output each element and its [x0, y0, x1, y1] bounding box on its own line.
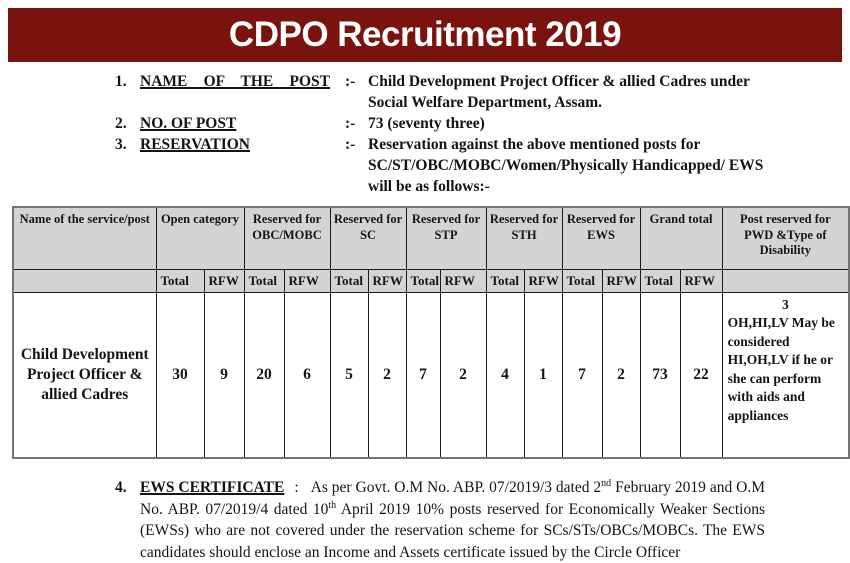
ordinal-superscript: th — [328, 499, 337, 511]
value-line: SC/ST/OBC/MOBC/Women/Physically Handicap… — [368, 157, 764, 174]
cell-open-total: 30 — [155, 291, 205, 459]
subheader-open-total: Total — [155, 268, 205, 293]
item-label: NAME OF THE POST — [140, 73, 330, 90]
subheader-empty — [12, 268, 157, 293]
subheader-obc-rfw: RFW — [283, 268, 331, 293]
cell-pwd-reservation: 3 OH,HI,LV May be considered HI,OH,LV if… — [721, 291, 850, 459]
table-row: Child Development Project Officer & alli… — [12, 291, 850, 459]
cell-ews-rfw: 2 — [601, 291, 641, 459]
cell-open-rfw: 9 — [203, 291, 245, 459]
col-header-obc-mobc: Reserved for OBC/MOBC — [243, 206, 331, 270]
col-header-grand-total: Grand total — [639, 206, 723, 270]
ews-text: As per Govt. O.M No. ABP. 07/2019/3 date… — [310, 479, 602, 496]
value-line: Child Development Project Officer & alli… — [368, 73, 707, 90]
item-value: 73 (seventy three) — [368, 115, 485, 132]
subheader-ews-rfw: RFW — [601, 268, 641, 293]
value-line: Reservation against the above mentioned … — [368, 136, 701, 153]
item-label-wrap: RESERVATION — [140, 134, 345, 197]
pwd-count: 3 — [781, 296, 789, 312]
item-separator: :- — [345, 115, 356, 132]
item-label: EWS CERTIFICATE — [140, 479, 285, 496]
cell-post-name: Child Development Project Officer & alli… — [12, 291, 157, 459]
list-item-reservation: 3. RESERVATION :- Reservation against th… — [115, 134, 765, 197]
item-value: Reservation against the above mentioned … — [368, 134, 765, 197]
subheader-grand-total: Total — [639, 268, 681, 293]
item-label-wrap: NO. OF POST — [140, 113, 345, 134]
ordinal-superscript: nd — [601, 477, 612, 489]
subheader-stp-rfw: RFW — [439, 268, 487, 293]
item-separator: :- — [345, 73, 356, 90]
ews-paragraph: EWS CERTIFICATE: As per Govt. O.M No. ABP… — [140, 477, 765, 563]
cell-grand-rfw: 22 — [679, 291, 723, 459]
item-number: 1. — [115, 73, 127, 90]
col-header-stp: Reserved for STP — [405, 206, 487, 270]
cell-sth-total: 4 — [485, 291, 525, 459]
subheader-open-rfw: RFW — [203, 268, 245, 293]
value-line: will be as follows:- — [368, 178, 490, 195]
page-title: CDPO Recruitment 2019 — [228, 15, 622, 54]
cell-obc-total: 20 — [243, 291, 285, 459]
col-header-name: Name of the service/post — [12, 206, 157, 270]
subheader-obc-total: Total — [243, 268, 285, 293]
cell-obc-rfw: 6 — [283, 291, 331, 459]
item-separator: : — [294, 479, 299, 496]
item-number: 3. — [115, 136, 127, 153]
cell-sc-rfw: 2 — [367, 291, 407, 459]
cell-stp-rfw: 2 — [439, 291, 487, 459]
col-header-pwd: Post reserved for PWD &Type of Disabilit… — [721, 206, 850, 270]
header-banner: CDPO Recruitment 2019 — [8, 8, 842, 62]
cell-stp-total: 7 — [405, 291, 441, 459]
subheader-sth-rfw: RFW — [523, 268, 563, 293]
subheader-grand-rfw: RFW — [679, 268, 723, 293]
reservation-table: Name of the service/post Open category R… — [12, 206, 850, 459]
table-header-row: Name of the service/post Open category R… — [12, 206, 850, 270]
item-separator: :- — [345, 136, 356, 153]
list-item-no-of-post: 2. NO. OF POST :- 73 (seventy three) — [115, 113, 765, 134]
item-label-wrap: NAME OF THE POST — [140, 71, 345, 113]
col-header-sc: Reserved for SC — [329, 206, 407, 270]
list-item-ews-certificate: 4. EWS CERTIFICATE: As per Govt. O.M No. … — [115, 477, 765, 563]
subheader-sth-total: Total — [485, 268, 525, 293]
subheader-sc-rfw: RFW — [367, 268, 407, 293]
cell-sc-total: 5 — [329, 291, 369, 459]
subheader-empty — [721, 268, 850, 293]
col-header-sth: Reserved for STH — [485, 206, 563, 270]
cell-ews-total: 7 — [561, 291, 603, 459]
item-number: 4. — [115, 479, 127, 496]
subheader-stp-total: Total — [405, 268, 441, 293]
subheader-sc-total: Total — [329, 268, 369, 293]
col-header-ews: Reserved for EWS — [561, 206, 641, 270]
col-header-open-category: Open category — [155, 206, 245, 270]
item-label: NO. OF POST — [140, 115, 237, 132]
ews-text: February 2019 and O.M No. ABP. 07/2019/4… — [140, 479, 765, 518]
cell-grand-total: 73 — [639, 291, 681, 459]
cell-sth-rfw: 1 — [523, 291, 563, 459]
value-line: under Social Welfare Department, Assam. — [368, 73, 750, 111]
item-number: 2. — [115, 115, 127, 132]
table-subheader-row: Total RFW Total RFW Total RFW Total RFW … — [12, 268, 850, 293]
list-item-name-of-post: 1. NAME OF THE POST :- Child Development… — [115, 71, 765, 113]
pwd-note: OH,HI,LV May be considered HI,OH,LV if h… — [727, 315, 835, 423]
item-value: Child Development Project Officer & alli… — [368, 71, 765, 113]
notice-list: 1. NAME OF THE POST :- Child Development… — [115, 71, 765, 197]
subheader-ews-total: Total — [561, 268, 603, 293]
item-label: RESERVATION — [140, 136, 250, 153]
